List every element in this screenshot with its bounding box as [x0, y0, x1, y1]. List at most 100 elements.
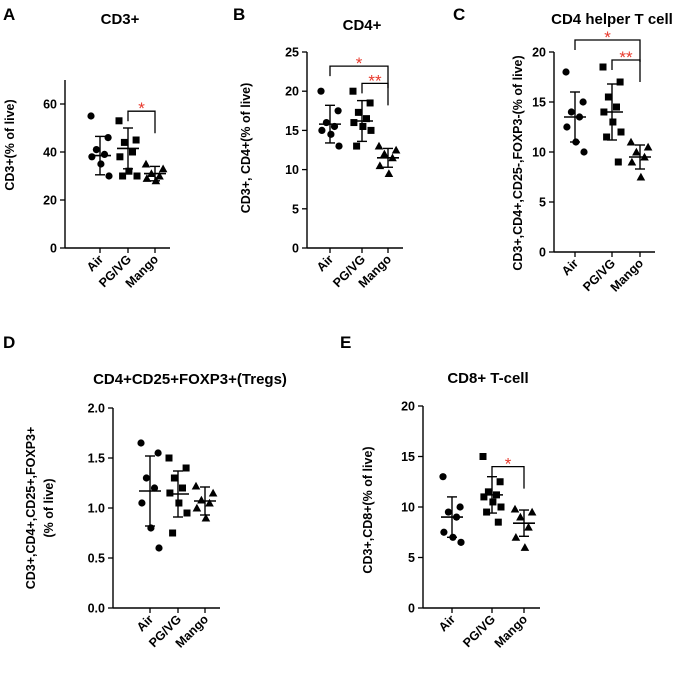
- data-point: [484, 488, 492, 496]
- significance-bracket: [127, 110, 156, 134]
- panel-letter-e: E: [340, 333, 351, 352]
- data-point: [104, 134, 112, 142]
- panel-e-title: CD8+ T-cell: [447, 370, 528, 387]
- data-point: [201, 513, 211, 522]
- data-point: [150, 484, 159, 492]
- category-label: Air: [559, 256, 581, 278]
- data-point: [155, 171, 164, 180]
- data-point: [334, 107, 342, 115]
- data-point: [439, 473, 447, 481]
- data-point: [496, 478, 504, 486]
- panel-a-title: CD3+: [101, 11, 140, 28]
- y-tick-label: 0: [50, 242, 57, 256]
- data-point: [169, 529, 177, 537]
- data-point: [353, 142, 361, 150]
- data-point: [613, 103, 620, 111]
- panel-b-ylabel: CD3+, CD4+(% of live): [239, 83, 253, 214]
- data-point: [609, 118, 617, 126]
- y-tick-label: 60: [43, 98, 57, 112]
- data-point: [359, 122, 367, 130]
- data-point: [208, 488, 218, 497]
- data-point: [440, 528, 448, 536]
- y-tick-label: 25: [285, 46, 299, 60]
- panel-a: A CD3+ CD3+(% of live) 0204060AirPG/VGMa…: [3, 5, 170, 291]
- data-point: [119, 172, 127, 180]
- data-point: [335, 142, 343, 150]
- data-point: [391, 145, 401, 154]
- category-label: Mango: [492, 612, 531, 651]
- data-point: [616, 78, 624, 86]
- data-point: [580, 148, 588, 156]
- data-point: [192, 503, 202, 512]
- category-label: Air: [84, 252, 106, 274]
- data-point: [479, 453, 487, 460]
- data-point: [87, 112, 95, 120]
- data-point: [456, 503, 464, 511]
- panel-letter-c: C: [453, 5, 465, 24]
- panel-d-ylabel-line-2: (% of live): [42, 478, 56, 537]
- panel-e: E CD8+ T-cell CD3+,CD8+(% of live) 0 5 10 1…: [340, 333, 540, 651]
- data-point: [632, 147, 641, 156]
- data-point: [182, 464, 190, 472]
- panel-letter-d: D: [3, 333, 15, 352]
- data-point: [142, 474, 150, 482]
- y-tick-label: 0: [292, 242, 299, 256]
- data-point: [483, 508, 491, 516]
- data-point: [141, 159, 151, 168]
- data-point: [97, 160, 105, 168]
- category-label: Air: [436, 612, 458, 634]
- y-tick-label: 10: [532, 146, 546, 160]
- significance-label: **: [368, 71, 382, 90]
- data-point: [384, 169, 394, 177]
- data-point: [142, 174, 152, 182]
- data-point: [105, 172, 113, 180]
- y-tick-label: 0: [408, 602, 415, 616]
- significance-label: **: [619, 48, 633, 67]
- data-point: [627, 157, 637, 166]
- data-point: [115, 117, 123, 125]
- data-point: [155, 544, 163, 552]
- data-point: [158, 164, 168, 173]
- data-point: [614, 158, 622, 166]
- y-tick-label: 10: [401, 501, 415, 515]
- data-point: [516, 512, 525, 521]
- y-tick-label: 10: [285, 163, 299, 177]
- significance-label: *: [604, 28, 611, 47]
- y-tick-label: 0: [539, 246, 546, 260]
- panel-d-title: CD4+CD25+FOXP3+(Tregs): [93, 371, 287, 388]
- category-label: Air: [314, 252, 336, 274]
- data-point: [563, 123, 571, 131]
- data-point: [132, 136, 140, 144]
- y-tick-label: 15: [401, 450, 415, 464]
- data-point: [170, 474, 178, 482]
- data-point: [603, 133, 611, 141]
- significance-bracket: [611, 59, 641, 82]
- data-point: [183, 509, 191, 517]
- data-point: [116, 153, 124, 161]
- y-tick-label: 2.0: [88, 402, 105, 416]
- y-tick-label: 20: [401, 400, 415, 414]
- data-point: [520, 543, 530, 551]
- data-point: [350, 119, 358, 127]
- panel-c: C CD4 helper T cell CD3+,CD4+,CD25-,FOXP…: [453, 5, 673, 295]
- data-point: [567, 108, 576, 116]
- data-point: [489, 498, 497, 506]
- y-tick-label: 15: [285, 124, 299, 138]
- data-point: [380, 149, 389, 158]
- data-point: [366, 99, 374, 107]
- y-tick-label: 20: [43, 194, 57, 208]
- y-tick-label: 5: [539, 196, 546, 210]
- category-label: PG/VG: [460, 612, 498, 650]
- data-point: [317, 87, 325, 95]
- y-tick-label: 15: [532, 96, 546, 110]
- significance-label: *: [356, 54, 363, 73]
- panel-d: D CD4+CD25+FOXP3+(Tregs) CD3+,CD4+,CD25+…: [3, 333, 287, 651]
- data-point: [497, 503, 505, 511]
- y-tick-label: 0.5: [88, 552, 105, 566]
- data-point: [322, 118, 330, 127]
